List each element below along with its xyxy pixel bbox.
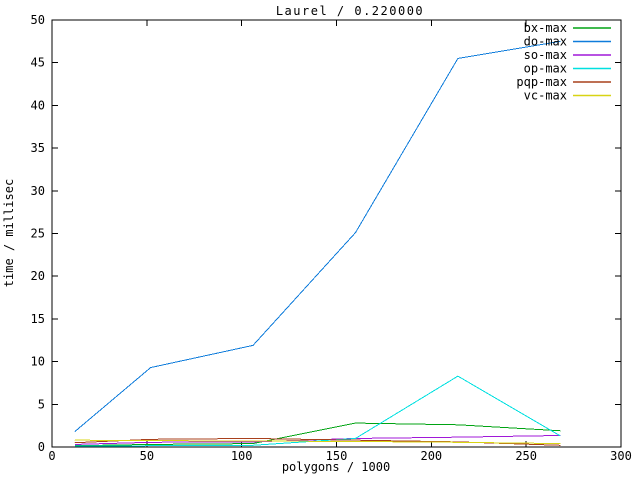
y-tick-label: 35 xyxy=(31,141,45,155)
y-tick-label: 5 xyxy=(38,397,45,411)
x-tick-label: 100 xyxy=(231,449,253,463)
legend-item-do-max: do-max xyxy=(524,35,611,49)
x-tick-label: 0 xyxy=(48,449,55,463)
legend-item-op-max: op-max xyxy=(524,62,611,76)
legend-item-bx-max: bx-max xyxy=(524,21,611,35)
x-tick-label: 150 xyxy=(326,449,348,463)
y-tick-label: 50 xyxy=(31,13,45,27)
legend-label: bx-max xyxy=(524,21,567,35)
y-axis-ticks: 0 5 10 15 20 25 30 35 40 45 50 xyxy=(31,13,621,454)
y-tick-label: 25 xyxy=(31,227,45,241)
chart-title: Laurel / 0.220000 xyxy=(276,4,424,18)
y-tick-label: 15 xyxy=(31,312,45,326)
legend-label: pqp-max xyxy=(516,75,567,89)
legend-item-so-max: so-max xyxy=(524,48,611,62)
x-tick-label: 50 xyxy=(140,449,154,463)
series-line-bx-max xyxy=(74,422,561,447)
series-line-do-max xyxy=(74,40,561,433)
legend-item-pqp-max: pqp-max xyxy=(516,75,611,89)
y-tick-label: 30 xyxy=(31,184,45,198)
y-tick-label: 20 xyxy=(31,269,45,283)
y-tick-label: 0 xyxy=(38,440,45,454)
series-line-so-max xyxy=(74,434,561,445)
legend-label: so-max xyxy=(524,48,567,62)
legend-item-vc-max: vc-max xyxy=(524,89,611,103)
x-axis-ticks: 0 50 100 150 200 250 300 xyxy=(48,20,632,463)
series-line-op-max xyxy=(74,375,561,447)
y-axis-label: time / millisec xyxy=(2,179,16,287)
legend-label: vc-max xyxy=(524,89,567,103)
x-tick-label: 250 xyxy=(515,449,537,463)
legend-label: op-max xyxy=(524,62,567,76)
x-tick-label: 300 xyxy=(610,449,632,463)
y-tick-label: 40 xyxy=(31,98,45,112)
x-tick-label: 200 xyxy=(420,449,442,463)
x-axis-label: polygons / 1000 xyxy=(282,460,390,474)
y-tick-label: 10 xyxy=(31,355,45,369)
y-tick-label: 45 xyxy=(31,56,45,70)
series-line-vc-max xyxy=(74,439,561,445)
legend-label: do-max xyxy=(524,35,567,49)
